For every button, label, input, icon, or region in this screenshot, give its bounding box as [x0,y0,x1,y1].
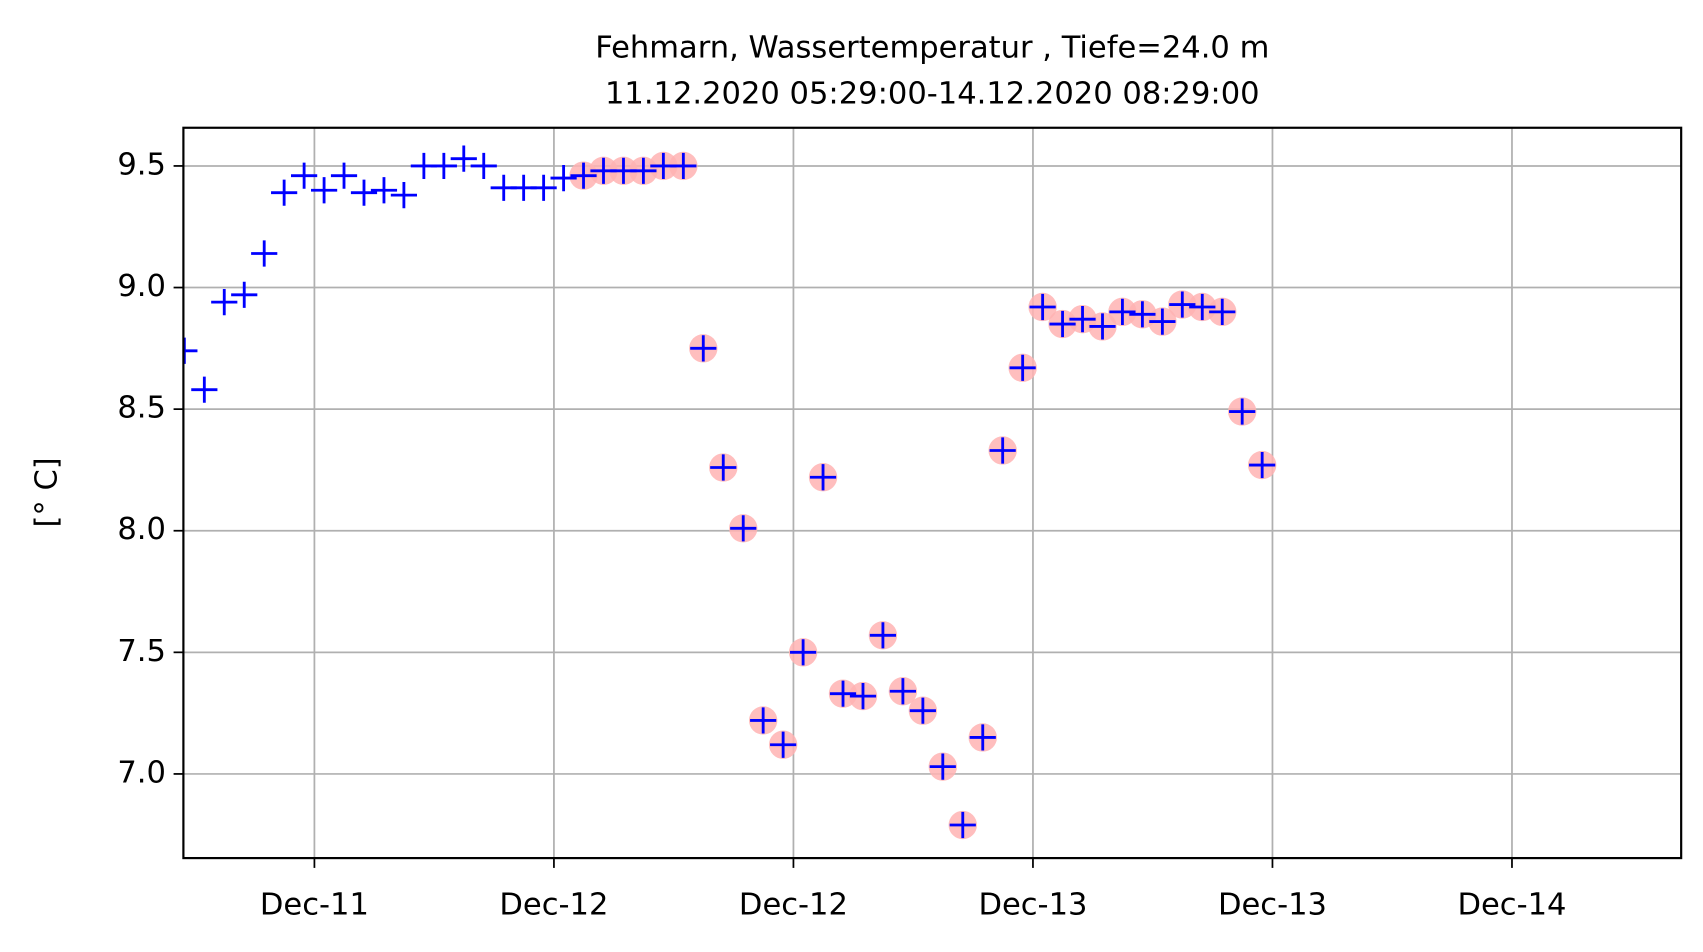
plus-point [390,182,417,209]
x-tick-label: Dec-12 [499,888,608,923]
plus-point [450,145,477,172]
chart-title: Fehmarn, Wassertemperatur , Tiefe=24.0 m [595,31,1269,66]
plus-point [969,724,996,751]
x-tick-label: Dec-13 [1218,888,1327,923]
plus-point [750,707,777,734]
plus-point [430,152,457,180]
x-tick-label: Dec-14 [1457,888,1566,923]
grid [183,127,1682,859]
y-axis-label: [° C] [30,457,65,527]
y-tick-label: 9.0 [117,269,166,304]
plus-point [929,753,956,780]
plus-point [770,731,797,758]
plot-area [183,145,1277,840]
plus-point [211,289,238,316]
y-tick-label: 9.5 [117,147,166,182]
plus-point [291,162,318,189]
plus-point [1109,298,1136,325]
x-tick-label: Dec-13 [978,888,1087,923]
y-tick-label: 8.0 [117,512,166,547]
y-tick-label: 7.5 [117,634,166,669]
y-tick-label: 7.0 [117,755,166,790]
plus-point [1169,291,1196,318]
plus-point [730,515,757,542]
plus-point [470,152,497,180]
plus-point [231,281,258,308]
plus-point [1069,306,1096,333]
plus-point [1209,298,1236,325]
plus-point [191,376,218,403]
plus-point [869,622,897,649]
plus-point [790,639,817,666]
plus-point [630,157,657,184]
plus-point [550,165,577,192]
y-tick-label: 8.5 [117,391,166,426]
plus-point [1049,310,1076,338]
plus-point [809,464,837,491]
plus-point [949,811,976,839]
plus-point [829,680,857,707]
plus-point [350,179,378,206]
plot-frame [182,126,1683,860]
plus-point [530,174,557,201]
plus-point [670,152,697,180]
plus-point [570,162,597,189]
plus-point [330,162,358,189]
plus-point [1249,451,1276,479]
plus-point [251,240,278,267]
plus-point [1089,313,1116,340]
plus-point [710,454,737,481]
plus-point [1029,293,1056,321]
plus-point [1009,354,1036,381]
plus-point [1189,293,1216,321]
plus-point [989,437,1016,464]
plus-point [1149,308,1176,335]
plus-point [370,177,398,204]
plus-point [889,678,916,705]
plus-point [271,179,298,206]
plus-point [849,683,877,710]
plus-point [690,335,717,362]
plus-point [909,697,936,724]
x-tick-label: Dec-11 [260,888,369,923]
plus-point [1229,398,1256,425]
plus-point [1129,301,1156,328]
x-tick-label: Dec-12 [739,888,848,923]
plus-point [310,177,338,204]
chart-subtitle: 11.12.2020 05:29:00-14.12.2020 08:29:00 [605,77,1260,112]
